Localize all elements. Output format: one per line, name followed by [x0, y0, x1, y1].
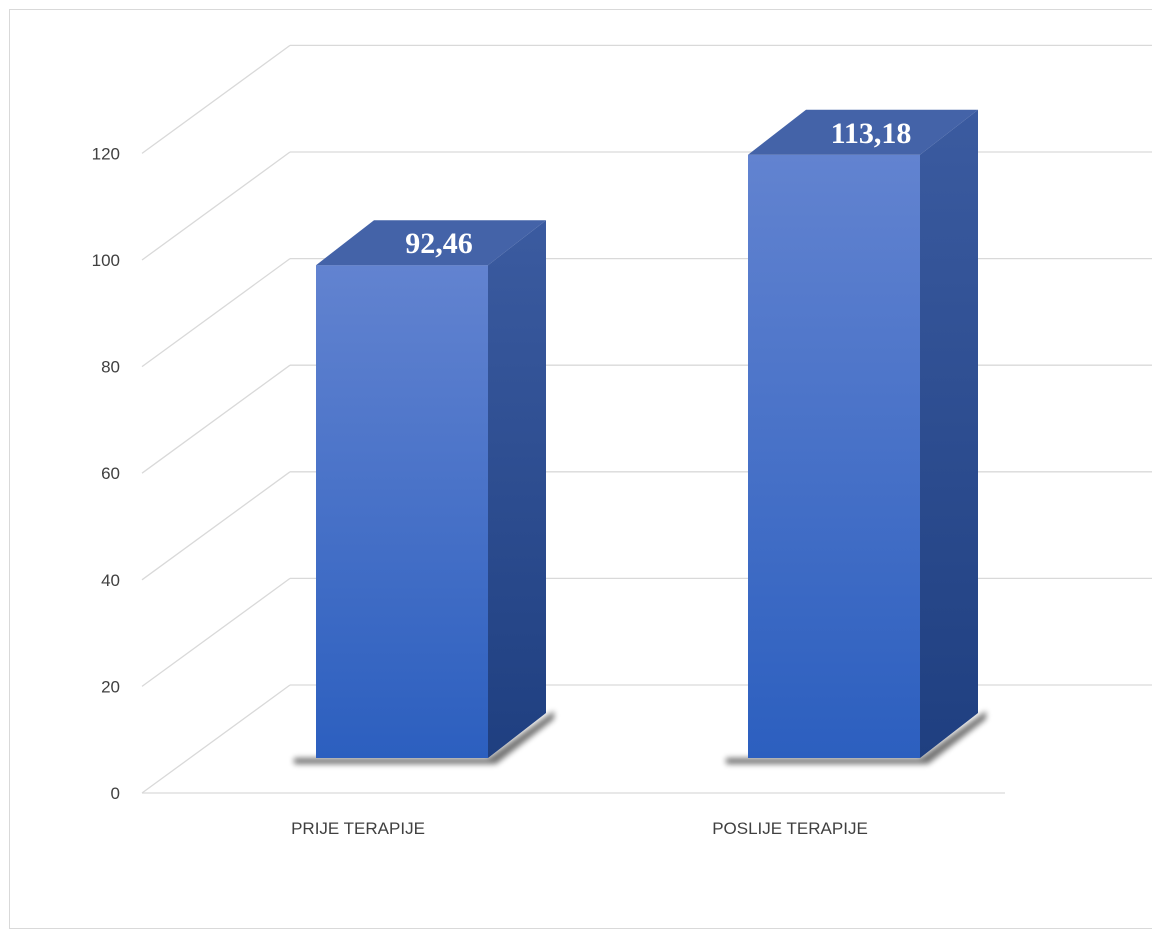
gridline-side: [141, 684, 291, 794]
bar: 92,46: [294, 220, 554, 764]
bar-top-face: [316, 220, 546, 266]
bar-front-face: [748, 154, 920, 758]
gridlines: [141, 44, 1152, 794]
x-axis-categories: PRIJE TERAPIJE POSLIJE TERAPIJE: [291, 819, 868, 838]
bar-shadow: [726, 711, 986, 764]
bar-side-face: [920, 109, 978, 758]
bar-shadow: [294, 711, 554, 764]
y-tick-label: 40: [101, 571, 120, 590]
data-label: 113,18: [831, 117, 912, 150]
bar-side-face: [488, 220, 546, 758]
bar-front-face: [316, 265, 488, 758]
y-tick-label: 60: [101, 464, 120, 483]
y-tick-label: 100: [92, 251, 120, 270]
gridline-side: [141, 258, 291, 368]
y-tick-label: 120: [92, 144, 120, 163]
gridline-side: [141, 577, 291, 687]
x-category-label: POSLIJE TERAPIJE: [712, 819, 868, 838]
y-tick-label: 0: [111, 784, 120, 803]
y-tick-label: 80: [101, 358, 120, 377]
bar-top-face: [748, 109, 978, 155]
gridline-side: [141, 44, 291, 154]
gridline-side: [141, 471, 291, 581]
y-axis-ticks: 0 20 40 60 80 100 120: [92, 144, 120, 803]
data-label: 92,46: [405, 227, 473, 260]
gridline-side: [141, 364, 291, 474]
x-category-label: PRIJE TERAPIJE: [291, 819, 425, 838]
gridline-side: [141, 151, 291, 261]
y-tick-label: 20: [101, 677, 120, 696]
bar: 113,18: [726, 109, 986, 764]
bar-chart-3d: 0 20 40 60 80 100 120 92,46 113,18 PRIJE TERAPI…: [92, 44, 1152, 838]
bars: 92,46 113,18: [294, 109, 986, 764]
